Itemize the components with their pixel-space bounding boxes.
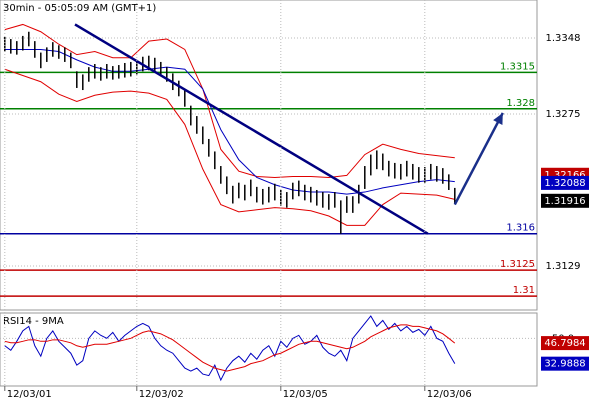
level-label: 1.316 — [506, 223, 535, 234]
rsi-line — [4, 315, 456, 382]
value-box — [541, 356, 589, 371]
level-label: 1.31 — [513, 285, 535, 296]
rsi-line — [4, 324, 456, 372]
level-label: 1.328 — [506, 98, 535, 109]
price-box — [541, 175, 589, 190]
price-box — [541, 193, 589, 208]
x-tick-label: 12/03/06 — [427, 389, 472, 400]
y-tick-label: 1.3129 — [546, 261, 581, 272]
trendline — [74, 23, 429, 235]
rsi-panel — [0, 312, 538, 387]
level-label: 1.3125 — [500, 259, 535, 270]
y-tick-label: 1.3275 — [546, 109, 581, 120]
forecast-arrow — [453, 112, 504, 206]
bollinger-band — [4, 68, 455, 226]
arrow-head — [493, 112, 503, 125]
value-box — [541, 336, 589, 351]
x-tick-label: 12/03/02 — [139, 389, 184, 400]
x-tick-label: 12/03/01 — [7, 389, 52, 400]
rsi-title: RSI14 - 9MA — [3, 316, 64, 327]
value-box-label: 32.9888 — [544, 359, 585, 370]
x-tick-label: 12/03/05 — [283, 389, 328, 400]
bollinger-band — [4, 23, 455, 178]
level-label: 1.3315 — [500, 61, 535, 72]
chart-title: 30min - 05:05:09 AM (GMT+1) — [3, 3, 156, 14]
price-box-label: 1.31916 — [544, 196, 585, 207]
price-box-label: 1.32088 — [544, 178, 585, 189]
value-box-label: 46.7984 — [544, 338, 585, 349]
price-panel — [0, 0, 538, 311]
y-tick-label: 1.3348 — [546, 33, 581, 44]
price-box-label: 1.32166 — [544, 170, 585, 181]
moving-average — [4, 48, 455, 195]
